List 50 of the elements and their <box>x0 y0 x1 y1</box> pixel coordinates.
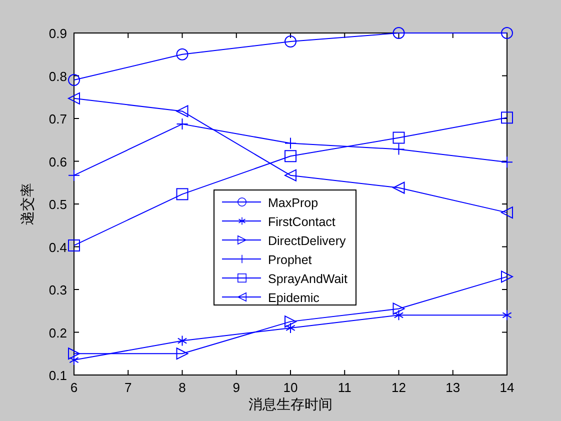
point <box>176 105 188 118</box>
x-tick-label: 11 <box>338 380 352 395</box>
point <box>176 188 188 200</box>
point <box>286 322 296 334</box>
y-axis-title: 递交率 <box>19 183 35 225</box>
y-tick-label: 0.5 <box>48 197 67 212</box>
point <box>502 310 512 321</box>
legend-label: SprayAndWait <box>268 272 348 286</box>
x-axis-title: 消息生存时间 <box>248 396 332 412</box>
x-tick-label: 7 <box>124 380 132 395</box>
point <box>501 27 513 39</box>
y-tick-label: 0.6 <box>48 154 67 170</box>
y-tick-label: 0.2 <box>48 325 67 340</box>
point <box>501 112 513 124</box>
x-tick-label: 10 <box>283 380 298 395</box>
point <box>68 348 80 360</box>
x-tick-label: 6 <box>70 380 78 395</box>
legend-label: Epidemic <box>268 291 320 305</box>
point <box>501 270 513 283</box>
legend-label: DirectDelivery <box>268 234 347 248</box>
x-tick-label: 9 <box>232 380 240 395</box>
x-tick-label: 13 <box>446 380 460 395</box>
point <box>284 316 296 328</box>
legend-label: MaxProp <box>268 196 318 210</box>
point <box>392 27 405 39</box>
legend-label: Prophet <box>268 253 312 267</box>
y-tick-label: 0.4 <box>48 240 67 255</box>
point <box>284 36 296 48</box>
y-tick-label: 0.1 <box>48 368 67 383</box>
point <box>392 182 405 194</box>
point <box>501 206 513 219</box>
x-tick-label: 8 <box>178 380 186 395</box>
y-tick-label: 0.9 <box>48 26 67 41</box>
point <box>284 169 296 182</box>
point <box>68 74 80 86</box>
y-tick-label: 0.8 <box>48 68 67 84</box>
point <box>68 92 80 104</box>
point <box>394 310 404 321</box>
x-tick-label: 14 <box>500 380 514 395</box>
point <box>176 48 188 60</box>
point <box>284 150 296 162</box>
legend-label: FirstContact <box>268 215 336 229</box>
x-tick-label: 12 <box>392 380 406 395</box>
y-tick-label: 0.3 <box>48 282 67 298</box>
point <box>176 348 188 360</box>
point <box>177 335 188 346</box>
point <box>68 239 80 252</box>
point <box>392 132 405 144</box>
point <box>392 302 405 315</box>
y-tick-label: 0.7 <box>48 112 67 126</box>
